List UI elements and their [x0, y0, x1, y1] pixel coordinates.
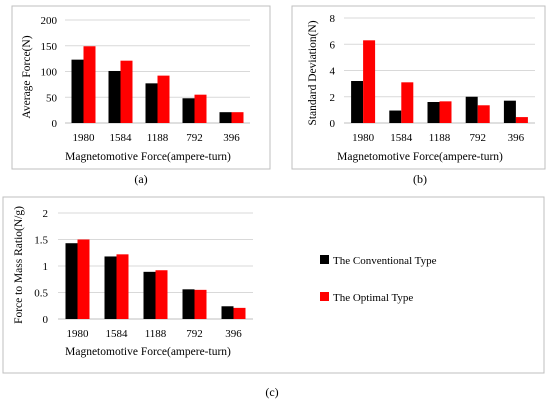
legend-label-optimal: The Optimal Type: [333, 292, 413, 304]
y-tick-label: 0: [330, 118, 336, 130]
bar-conventional-1188: [145, 83, 158, 123]
y-tick-label: 100: [41, 67, 58, 79]
bar-optimal-1584: [120, 60, 133, 123]
bar-optimal-1188: [155, 270, 168, 319]
x-tick-label: 1980: [73, 132, 96, 144]
bar-conventional-1584: [108, 70, 121, 123]
x-tick-label: 792: [186, 132, 203, 144]
panel-label-b: (b): [413, 172, 427, 186]
bar-optimal-1188: [157, 75, 170, 123]
y-tick-label: 0: [52, 118, 58, 130]
bar-conventional-1980: [71, 59, 84, 123]
x-axis-title-c: Magnetomotive Force(ampere-turn): [65, 346, 231, 358]
x-tick-label: 1980: [67, 328, 90, 340]
bar-conventional-396: [503, 100, 516, 123]
x-tick-label: 1980: [352, 132, 375, 144]
y-tick-label: 0: [43, 314, 49, 326]
bar-optimal-792: [194, 289, 207, 319]
bar-conventional-1188: [143, 271, 156, 319]
legend-label-conventional: The Conventional Type: [333, 255, 437, 267]
bar-conventional-792: [182, 98, 195, 123]
x-tick-label: 1584: [106, 328, 129, 340]
bar-conventional-792: [465, 96, 478, 123]
x-tick-label: 792: [186, 328, 203, 340]
legend-swatch-conventional: [320, 255, 329, 264]
bar-conventional-1980: [351, 81, 364, 123]
panel-label-a: (a): [134, 172, 147, 186]
chart-frame-c: [2, 196, 545, 374]
chart-panel-b: 0 2 4 6 8 1980 1584 1188 792 396 Magnetomotive F…: [291, 5, 546, 186]
chart-panel-c: 0 0.5 1 1.5 2 1980 1584 1188 792 396 Magnetomoti…: [2, 196, 545, 399]
chart-frame-b: [291, 5, 546, 170]
y-tick-label: 200: [41, 15, 58, 27]
bar-optimal-396: [515, 117, 528, 123]
x-tick-label: 792: [469, 132, 486, 144]
bar-optimal-1188: [439, 101, 452, 123]
legend: The Conventional Type The Optimal Type: [320, 255, 437, 304]
x-tick-label: 1188: [145, 328, 167, 340]
bar-conventional-792: [182, 289, 195, 319]
x-axis-title-b: Magnetomotive Force(ampere-turn): [337, 151, 503, 163]
bar-conventional-1980: [65, 243, 78, 319]
bar-optimal-1980: [83, 46, 96, 123]
y-axis-title-b: Standard Deviation(N): [307, 20, 319, 125]
bar-optimal-396: [233, 307, 246, 319]
y-tick-label: 0.5: [34, 288, 48, 300]
bar-conventional-396: [221, 306, 234, 319]
chart-frame-a: [11, 5, 271, 170]
y-tick-label: 2: [43, 208, 49, 220]
x-tick-label: 396: [508, 132, 525, 144]
bar-optimal-1980: [363, 40, 376, 123]
y-tick-label: 1: [43, 261, 49, 273]
y-tick-label: 2: [330, 92, 336, 104]
bar-optimal-792: [194, 94, 207, 123]
y-tick-label: 150: [41, 41, 58, 53]
panel-label-c: (c): [265, 385, 278, 399]
bar-conventional-1188: [427, 102, 440, 123]
y-tick-label: 6: [330, 39, 336, 51]
x-tick-label: 396: [223, 132, 240, 144]
y-tick-label: 8: [330, 13, 336, 25]
y-tick-label: 50: [46, 92, 58, 104]
bar-conventional-396: [219, 112, 232, 123]
legend-swatch-optimal: [320, 292, 329, 301]
x-tick-label: 1188: [429, 132, 451, 144]
bar-optimal-1584: [116, 254, 129, 319]
bar-optimal-1584: [401, 82, 414, 123]
bar-optimal-1980: [77, 239, 90, 319]
chart-panel-a: 0 50 100 150 200 1980 1584 1188 792 396 Magnetom…: [11, 5, 271, 186]
bar-optimal-396: [231, 112, 244, 123]
x-axis-title-a: Magnetomotive Force(ampere-turn): [65, 151, 231, 163]
y-axis-title-a: Average Force(N): [21, 35, 33, 118]
bar-conventional-1584: [104, 256, 117, 319]
x-tick-label: 1584: [110, 132, 133, 144]
y-tick-label: 4: [330, 66, 336, 78]
x-tick-label: 1188: [147, 132, 169, 144]
x-tick-label: 396: [225, 328, 242, 340]
bar-conventional-1584: [389, 110, 402, 123]
x-tick-label: 1584: [390, 132, 413, 144]
y-tick-label: 1.5: [34, 235, 48, 247]
y-axis-title-c: Force to Mass Ratio(N/g): [13, 206, 25, 324]
bar-optimal-792: [477, 105, 490, 123]
